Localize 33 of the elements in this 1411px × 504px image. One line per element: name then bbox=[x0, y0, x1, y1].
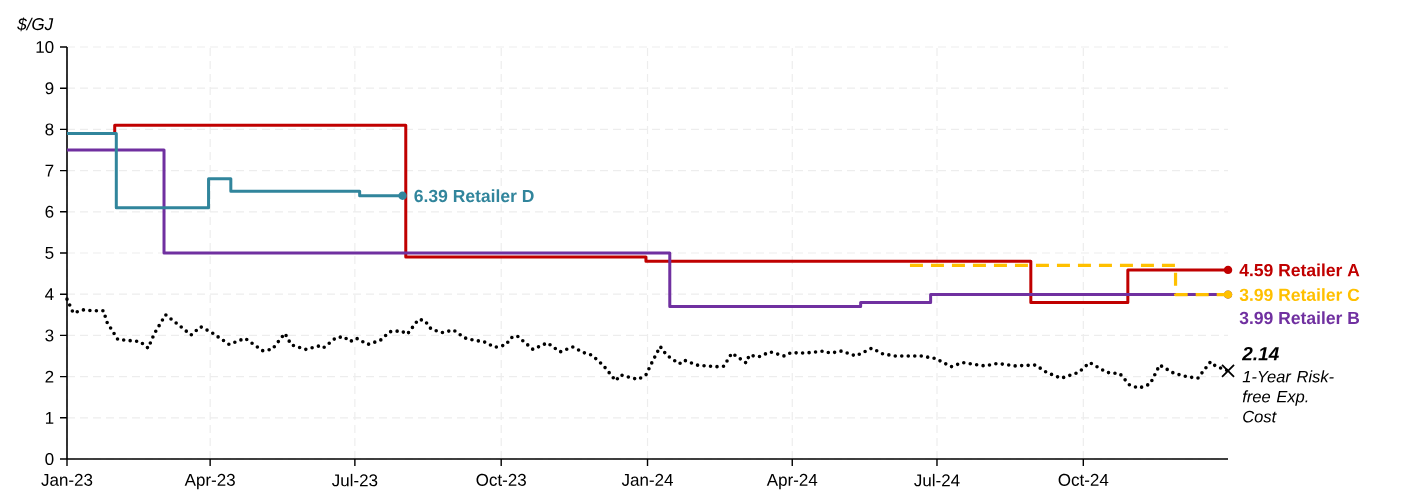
y-tick-label: 5 bbox=[45, 247, 54, 259]
data-label: 4.59 bbox=[1239, 263, 1273, 277]
data-label: 2.14 bbox=[1241, 347, 1279, 361]
series-label: 1-Year Risk-free Exp. Cost bbox=[1242, 370, 1334, 423]
text: Retailer A bbox=[1279, 263, 1360, 277]
point bbox=[1221, 363, 1235, 378]
y-tick-label: 2 bbox=[45, 370, 54, 383]
point bbox=[398, 191, 407, 200]
x-tick-label: Oct-24 bbox=[1058, 473, 1109, 486]
x-tick-label: Jan-23 bbox=[41, 473, 93, 486]
y-tick-label: 8 bbox=[45, 123, 54, 136]
y-tick-label: 7 bbox=[45, 164, 54, 177]
y-tick-label: 10 bbox=[36, 40, 54, 54]
text: Retailer D bbox=[453, 189, 534, 203]
point bbox=[1223, 265, 1233, 275]
x-tick-label: Jan-24 bbox=[621, 473, 673, 486]
data-label: 3.99 bbox=[1239, 311, 1273, 325]
y-axis-title: $/GJ bbox=[17, 17, 54, 32]
y-tick-label: 0 bbox=[45, 452, 54, 466]
text: Retailer B bbox=[1279, 311, 1360, 325]
y-tick-label: 4 bbox=[45, 288, 54, 301]
x-tick-label: Oct-23 bbox=[476, 473, 526, 486]
y-tick-label: 6 bbox=[45, 205, 54, 218]
y-tick-label: 1 bbox=[45, 411, 54, 424]
x-tick-label: Jul-24 bbox=[914, 473, 960, 487]
data-label: 6.39 bbox=[414, 189, 448, 203]
data-label: 3.99 bbox=[1239, 288, 1273, 302]
x-tick-label: Jul-23 bbox=[331, 473, 378, 487]
y-tick-label: 9 bbox=[45, 82, 54, 95]
x-tick-label: Apr-24 bbox=[766, 473, 818, 490]
x-tick-label: Apr-23 bbox=[184, 473, 235, 490]
text: Retailer C bbox=[1279, 288, 1360, 302]
y-tick-label: 3 bbox=[45, 329, 54, 342]
